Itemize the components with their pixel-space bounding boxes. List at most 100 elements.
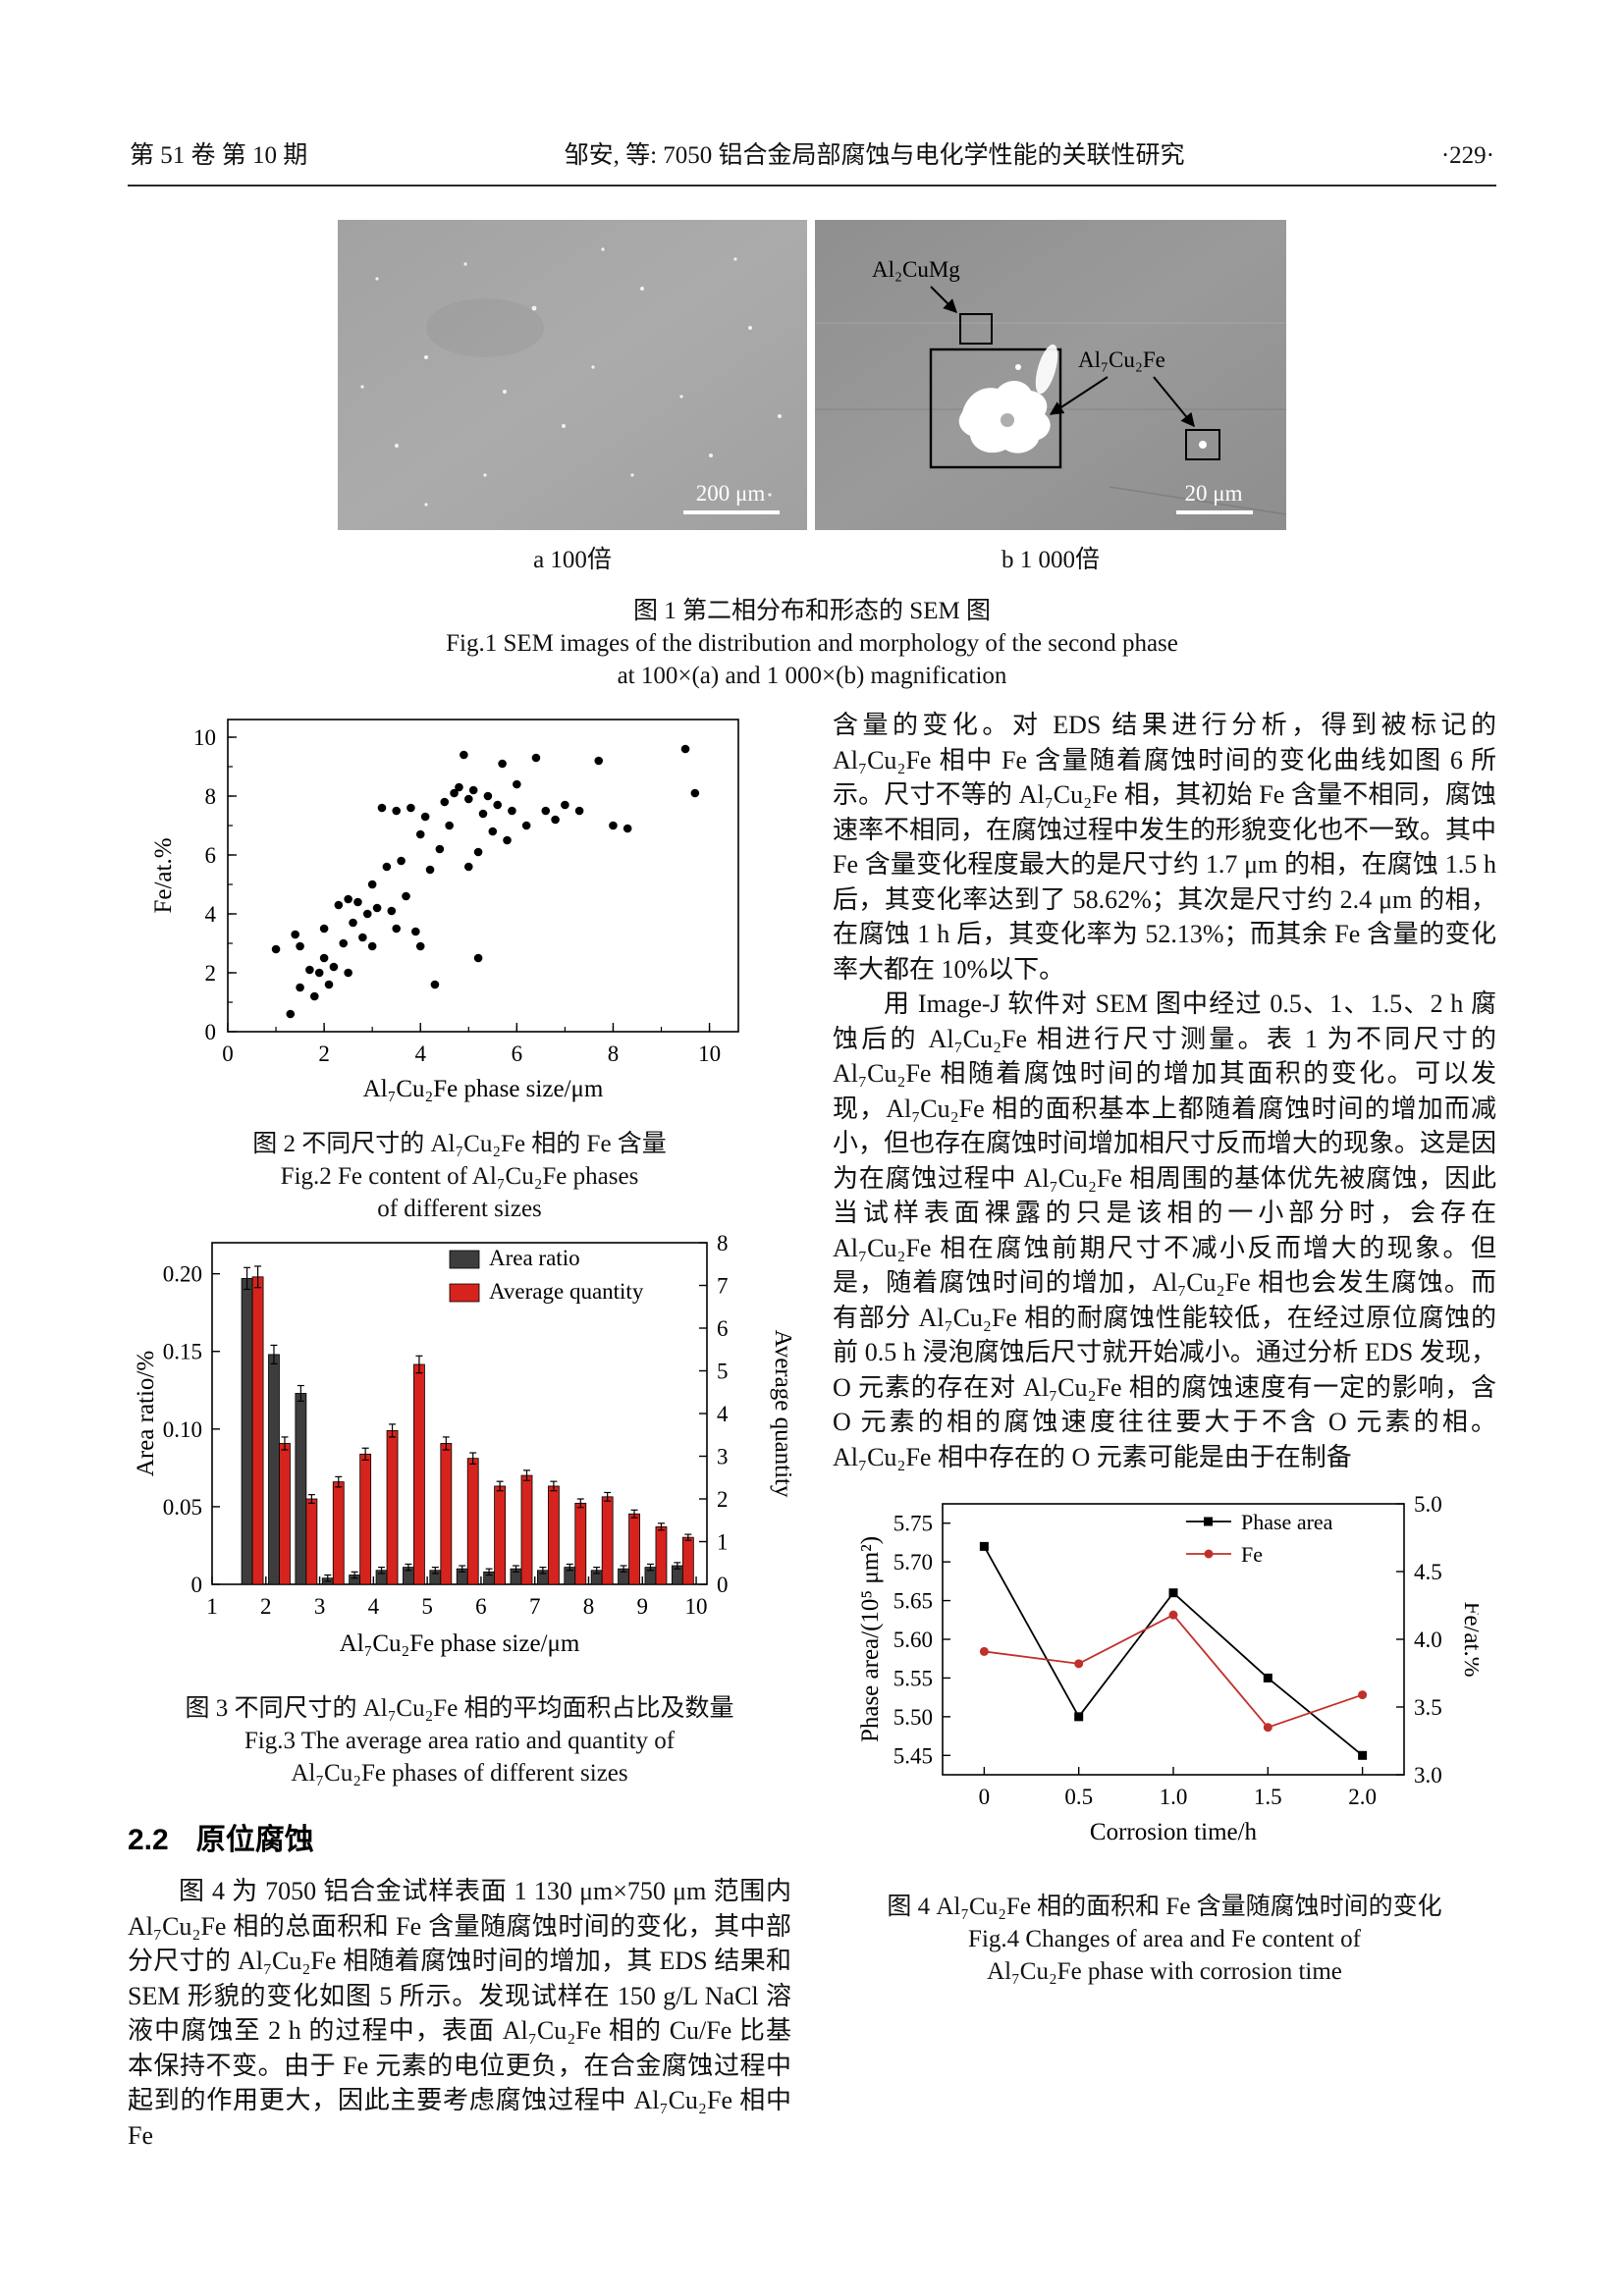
svg-text:7: 7 [717,1274,729,1299]
sem-a-speckles [360,247,782,507]
svg-text:0: 0 [717,1573,729,1597]
svg-text:Average quantity: Average quantity [770,1330,791,1498]
page-header: 第 51 卷 第 10 期 邹安, 等: 7050 铝合金局部腐蚀与电化学性能的… [128,135,1496,187]
svg-text:1: 1 [206,1594,218,1619]
svg-text:1: 1 [717,1530,729,1555]
figure2-scatter-chart: 0 2 4 6 8 10 0 2 4 6 8 10 Al₇Cu₂Fe phase size/μm Fe/a… [145,708,774,1120]
svg-text:6: 6 [717,1316,729,1341]
two-column-body: 0 2 4 6 8 10 0 2 4 6 8 10 Al₇Cu₂Fe phase size/μm Fe/a… [128,708,1496,2153]
figure2-caption-en2: of different sizes [377,1196,542,1222]
svg-text:8: 8 [205,784,217,809]
svg-text:0: 0 [205,1020,217,1044]
svg-text:0: 0 [191,1573,203,1597]
svg-text:9: 9 [637,1594,649,1619]
right-column: 含量的变化。对 EDS 结果进行分析，得到被标记的 Al₇Cu₂Fe 相中 Fe… [833,708,1496,2153]
figure1-panel-a: 200 μm a 100倍 [338,220,807,575]
annotation-al7cu2fe-box [1185,429,1220,460]
figure1-caption-en1: Fig.1 SEM images of the distribution and… [446,630,1178,657]
sem-a-shade [426,298,544,357]
figure3-caption-en1: Fig.3 The average area ratio and quantit… [244,1728,676,1754]
section-title: 原位腐蚀 [195,1824,314,1856]
svg-text:6: 6 [475,1594,487,1619]
svg-text:5.65: 5.65 [893,1589,933,1614]
svg-text:10: 10 [193,725,216,750]
figure3-caption: 图 3 不同尺寸的 Al₇Cu₂Fe 相的平均面积占比及数量 Fig.3 The… [128,1692,791,1789]
left-column: 0 2 4 6 8 10 0 2 4 6 8 10 Al₇Cu₂Fe phase size/μm Fe/a… [128,708,796,2153]
svg-text:5.45: 5.45 [893,1743,933,1768]
scalebar-a-label: 200 μm [696,481,766,506]
running-title: 邹安, 等: 7050 铝合金局部腐蚀与电化学性能的关联性研究 [564,142,1185,169]
annotation-al2cumg-arrow [930,286,957,313]
svg-text:Phase area/(10⁵ μm²): Phase area/(10⁵ μm²) [857,1536,884,1742]
al7cu2fe-small-particle [1199,441,1207,449]
right-column-paragraph-1: 含量的变化。对 EDS 结果进行分析，得到被标记的 Al₇Cu₂Fe 相中 Fe… [833,711,1497,984]
svg-text:3.5: 3.5 [1414,1695,1442,1720]
figure1-panel-a-label: a 100倍 [533,547,612,573]
svg-text:1.0: 1.0 [1160,1785,1188,1809]
al7cu2fe-particle-hole [1001,413,1014,427]
svg-text:5.75: 5.75 [893,1512,933,1536]
svg-text:10: 10 [685,1594,708,1619]
svg-text:3.0: 3.0 [1414,1763,1442,1788]
svg-text:5: 5 [717,1360,729,1384]
sem-image-b: Al₂CuMg Al₇Cu₂Fe 20 μm [815,220,1286,530]
figure1-caption-cn: 图 1 第二相分布和形态的 SEM 图 [633,598,991,624]
svg-text:5.55: 5.55 [893,1666,933,1690]
bright-streak [1035,344,1058,395]
figure4-caption-en2: Al₇Cu₂Fe phase with corrosion time [987,1958,1342,1985]
sem-b-scratch [1109,486,1286,515]
annotation-al2cumg-box [959,313,993,345]
annotation-al7cu2fe-arrow-2 [1153,376,1195,428]
figure2-caption-cn: 图 2 不同尺寸的 Al₇Cu₂Fe 相的 Fe 含量 [252,1131,667,1157]
svg-text:5.50: 5.50 [893,1705,933,1730]
svg-text:0: 0 [222,1041,234,1066]
svg-text:8: 8 [583,1594,595,1619]
svg-text:5.0: 5.0 [1414,1492,1442,1517]
annotation-al7cu2fe-arrow-1 [1049,376,1109,415]
journal-volume-issue: 第 51 卷 第 10 期 [130,142,308,169]
right-column-paragraph-2: 用 Image-J 软件对 SEM 图中经过 0.5、1、1.5、2 h 腐蚀后… [833,989,1497,1471]
figure3-bar-chart: 1 2 3 4 5 6 7 8 9 10 0 0.05 0.10 0.15 0.20 0 1 2 3 4 5 6 7 8 Are… [128,1231,796,1684]
svg-text:Area ratio: Area ratio [489,1246,580,1270]
svg-text:4: 4 [414,1041,426,1066]
figure4-line-chart: 0 0.5 1.0 1.5 2.0 5.45 5.50 5.55 5.60 5.65 5.70 5.7… [850,1488,1486,1883]
figure1-panel-b: Al₂CuMg Al₇Cu₂Fe 20 μm b 1 000倍 [815,220,1286,575]
figure4-caption-en1: Fig.4 Changes of area and Fe content of [968,1926,1361,1952]
figure1: 200 μm a 100倍 Al₂CuMg [128,220,1496,575]
left-column-paragraph: 图 4 为 7050 铝合金试样表面 1 130 μm×750 μm 范围内 A… [128,1877,791,2150]
svg-text:7: 7 [529,1594,541,1619]
paper-page: 第 51 卷 第 10 期 邹安, 等: 7050 铝合金局部腐蚀与电化学性能的… [128,135,1496,2153]
figure1-panel-b-label: b 1 000倍 [1001,547,1100,573]
svg-text:5.60: 5.60 [893,1628,933,1652]
figure4-svg: 0 0.5 1.0 1.5 2.0 5.45 5.50 5.55 5.60 5.65 5.70 5.7… [857,1492,1486,1845]
svg-text:Fe: Fe [1241,1542,1263,1567]
svg-text:2.0: 2.0 [1348,1785,1377,1809]
svg-text:2: 2 [260,1594,272,1619]
svg-text:0.20: 0.20 [163,1262,202,1287]
annotation-al7cu2fe-label: Al₇Cu₂Fe [1078,347,1165,372]
svg-text:Fe/at.%: Fe/at.% [150,837,177,913]
svg-text:4.0: 4.0 [1414,1628,1442,1652]
svg-text:5: 5 [421,1594,433,1619]
sem-image-a: 200 μm [338,220,807,530]
svg-text:4.5: 4.5 [1414,1560,1442,1584]
figure3-caption-cn: 图 3 不同尺寸的 Al₇Cu₂Fe 相的平均面积占比及数量 [185,1695,734,1722]
svg-text:4: 4 [205,902,217,927]
figure2-svg: 0 2 4 6 8 10 0 2 4 6 8 10 Al₇Cu₂Fe phase size/μm Fe/a… [150,719,739,1102]
section-number: 2.2 [128,1824,169,1856]
svg-text:6: 6 [205,843,217,868]
svg-text:2: 2 [318,1041,330,1066]
page-number: ·229· [1440,142,1494,169]
svg-text:Fe/at.%: Fe/at.% [1459,1601,1479,1677]
svg-text:3: 3 [314,1594,326,1619]
svg-text:10: 10 [698,1041,721,1066]
svg-text:6: 6 [512,1041,523,1066]
svg-text:2: 2 [205,961,217,986]
svg-text:Al₇Cu₂Fe phase size/μm: Al₇Cu₂Fe phase size/μm [340,1630,580,1657]
bright-dot [1015,364,1021,370]
svg-text:Al₇Cu₂Fe phase size/μm: Al₇Cu₂Fe phase size/μm [363,1076,604,1102]
scalebar-b-label: 20 μm [1185,481,1243,506]
annotation-al2cumg-label: Al₂CuMg [872,257,960,282]
svg-text:3: 3 [717,1445,729,1469]
figure1-caption: 图 1 第二相分布和形态的 SEM 图 Fig.1 SEM images of … [128,595,1496,692]
